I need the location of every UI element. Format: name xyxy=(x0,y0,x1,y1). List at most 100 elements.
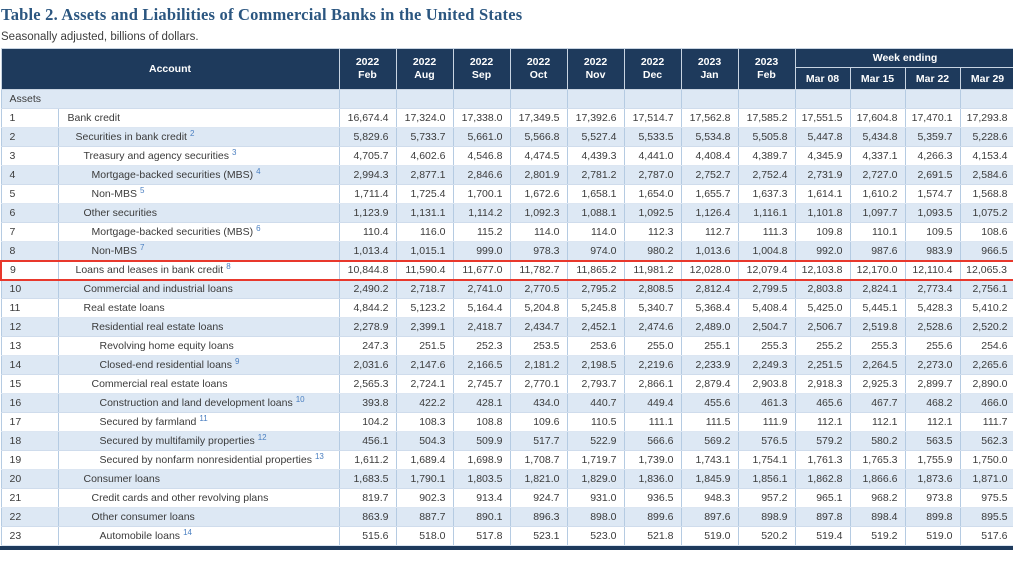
cell-value: 1,836.0 xyxy=(623,469,681,489)
cell-value: 114.0 xyxy=(509,222,567,242)
footnote-ref-5[interactable]: 5 xyxy=(140,186,145,195)
cell-value: 2,528.6 xyxy=(904,317,960,337)
table-row-10: 10 Commercial and industrial loans 2,490.2… xyxy=(0,279,1013,299)
cell-value: 2,731.9 xyxy=(794,165,850,185)
cell-value: 1,123.9 xyxy=(338,203,396,223)
cell-value: 4,546.8 xyxy=(452,146,510,166)
cell-value: 1,755.9 xyxy=(904,450,960,470)
account-label: Mortgage-backed securities (MBS) 4 xyxy=(57,165,339,185)
cell-value: 112.7 xyxy=(680,222,738,242)
footnote-ref-10[interactable]: 10 xyxy=(295,395,305,404)
cell-value: 254.6 xyxy=(959,336,1013,356)
cell-value: 895.5 xyxy=(959,507,1013,527)
cell-value: 5,434.8 xyxy=(849,127,905,147)
cell-value: 5,527.4 xyxy=(566,127,624,147)
cell-value: 1,765.3 xyxy=(849,450,905,470)
cell-value: 898.4 xyxy=(849,507,905,527)
cell-value: 11,590.4 xyxy=(395,259,453,281)
cell-value: 2,793.7 xyxy=(566,374,624,394)
cell-value: 5,123.2 xyxy=(395,298,453,318)
cell-value: 253.5 xyxy=(509,336,567,356)
cell-value: 1,743.1 xyxy=(680,450,738,470)
row-number: 23 xyxy=(0,526,58,546)
cell-value: 2,489.0 xyxy=(680,317,738,337)
row-number: 12 xyxy=(0,317,58,337)
cell-value: 255.1 xyxy=(680,336,738,356)
cell-value: 2,233.9 xyxy=(680,355,738,375)
cell-value: 108.6 xyxy=(959,222,1013,242)
table-row-5: 5 Non-MBS 5 1,711.4 1,725.4 1,700.1 1,672.6 1,6… xyxy=(0,184,1013,204)
cell-value: 11,677.0 xyxy=(452,259,510,281)
cell-value: 255.3 xyxy=(737,336,795,356)
cell-value: 255.0 xyxy=(623,336,681,356)
cell-value: 1,092.5 xyxy=(623,203,681,223)
cell-value: 1,856.1 xyxy=(737,469,795,489)
footnote-ref-9[interactable]: 9 xyxy=(235,357,240,366)
row-number: 5 xyxy=(0,184,58,204)
cell-value: 518.0 xyxy=(395,526,453,546)
header-row-top: Account 2022 Feb 2022 Aug 2022 Sep 2022 Oct 2022… xyxy=(0,47,1013,90)
cell-value: 931.0 xyxy=(566,488,624,508)
cell-value: 580.2 xyxy=(849,431,905,451)
section-empty-cell xyxy=(566,89,624,109)
cell-value: 461.3 xyxy=(737,393,795,413)
cell-value: 449.4 xyxy=(623,393,681,413)
cell-value: 898.9 xyxy=(737,507,795,527)
column-header-2022-feb: 2022 Feb xyxy=(338,48,397,90)
cell-value: 1,672.6 xyxy=(509,184,567,204)
cell-value: 2,718.7 xyxy=(395,279,453,299)
section-empty-cell xyxy=(395,89,453,109)
cell-value: 2,474.6 xyxy=(623,317,681,337)
cell-value: 393.8 xyxy=(338,393,396,413)
account-label: Consumer loans xyxy=(57,469,339,489)
footnote-ref-7[interactable]: 7 xyxy=(140,242,145,252)
table-body: Assets 1 Bank credit 16,674.4 17,324.0 17,33… xyxy=(0,89,1013,546)
cell-value: 913.4 xyxy=(452,488,510,508)
cell-value: 2,803.8 xyxy=(794,279,850,299)
cell-value: 819.7 xyxy=(338,488,396,508)
cell-value: 17,470.1 xyxy=(904,108,960,128)
cell-value: 519.2 xyxy=(849,526,905,546)
footnote-ref-4[interactable]: 4 xyxy=(256,167,261,176)
table-row-2: 2 Securities in bank credit 2 5,829.6 5,733.… xyxy=(0,127,1013,147)
footnote-ref-8[interactable]: 8 xyxy=(226,262,231,271)
cell-value: 902.3 xyxy=(395,488,453,508)
cell-value: 252.3 xyxy=(452,336,510,356)
account-label: Residential real estate loans xyxy=(57,317,339,337)
cell-value: 12,110.4 xyxy=(904,259,960,281)
cell-value: 2,752.4 xyxy=(737,165,795,185)
cell-value: 2,727.0 xyxy=(849,165,905,185)
cell-value: 2,399.1 xyxy=(395,317,453,337)
footnote-ref-11[interactable]: 11 xyxy=(199,414,208,423)
table-row-16: 16 Construction and land development loan… xyxy=(0,393,1013,413)
cell-value: 992.0 xyxy=(794,241,850,261)
cell-value: 563.5 xyxy=(904,431,960,451)
footnote-ref-13[interactable]: 13 xyxy=(314,452,324,461)
cell-value: 2,418.7 xyxy=(452,317,510,337)
cell-value: 2,799.5 xyxy=(737,279,795,299)
cell-value: 2,752.7 xyxy=(680,165,738,185)
footnote-ref-6[interactable]: 6 xyxy=(256,224,261,233)
table-row-12: 12 Residential real estate loans 2,278.9 2,… xyxy=(0,317,1013,337)
cell-value: 5,505.8 xyxy=(737,127,795,147)
row-number: 18 xyxy=(0,431,58,451)
cell-value: 5,410.2 xyxy=(959,298,1013,318)
table-row-14: 14 Closed-end residential loans 9 2,031.6 2,… xyxy=(0,355,1013,375)
cell-value: 1,013.4 xyxy=(338,241,396,261)
cell-value: 887.7 xyxy=(395,507,453,527)
footnote-ref-2[interactable]: 2 xyxy=(189,129,195,138)
footnote-ref-3[interactable]: 3 xyxy=(232,148,237,157)
cell-value: 1,004.8 xyxy=(737,241,795,261)
cell-value: 247.3 xyxy=(338,336,396,356)
column-header-2023-feb: 2023 Feb xyxy=(737,48,796,90)
cell-value: 116.0 xyxy=(395,222,453,242)
footnote-ref-12[interactable]: 12 xyxy=(257,433,267,442)
cell-value: 1,803.5 xyxy=(452,469,510,489)
cell-value: 2,877.1 xyxy=(395,165,453,185)
cell-value: 948.3 xyxy=(680,488,738,508)
cell-value: 2,925.3 xyxy=(849,374,905,394)
cell-value: 466.0 xyxy=(959,393,1013,413)
footnote-ref-14[interactable]: 14 xyxy=(183,528,192,537)
cell-value: 2,251.5 xyxy=(794,355,850,375)
cell-value: 456.1 xyxy=(338,431,396,451)
